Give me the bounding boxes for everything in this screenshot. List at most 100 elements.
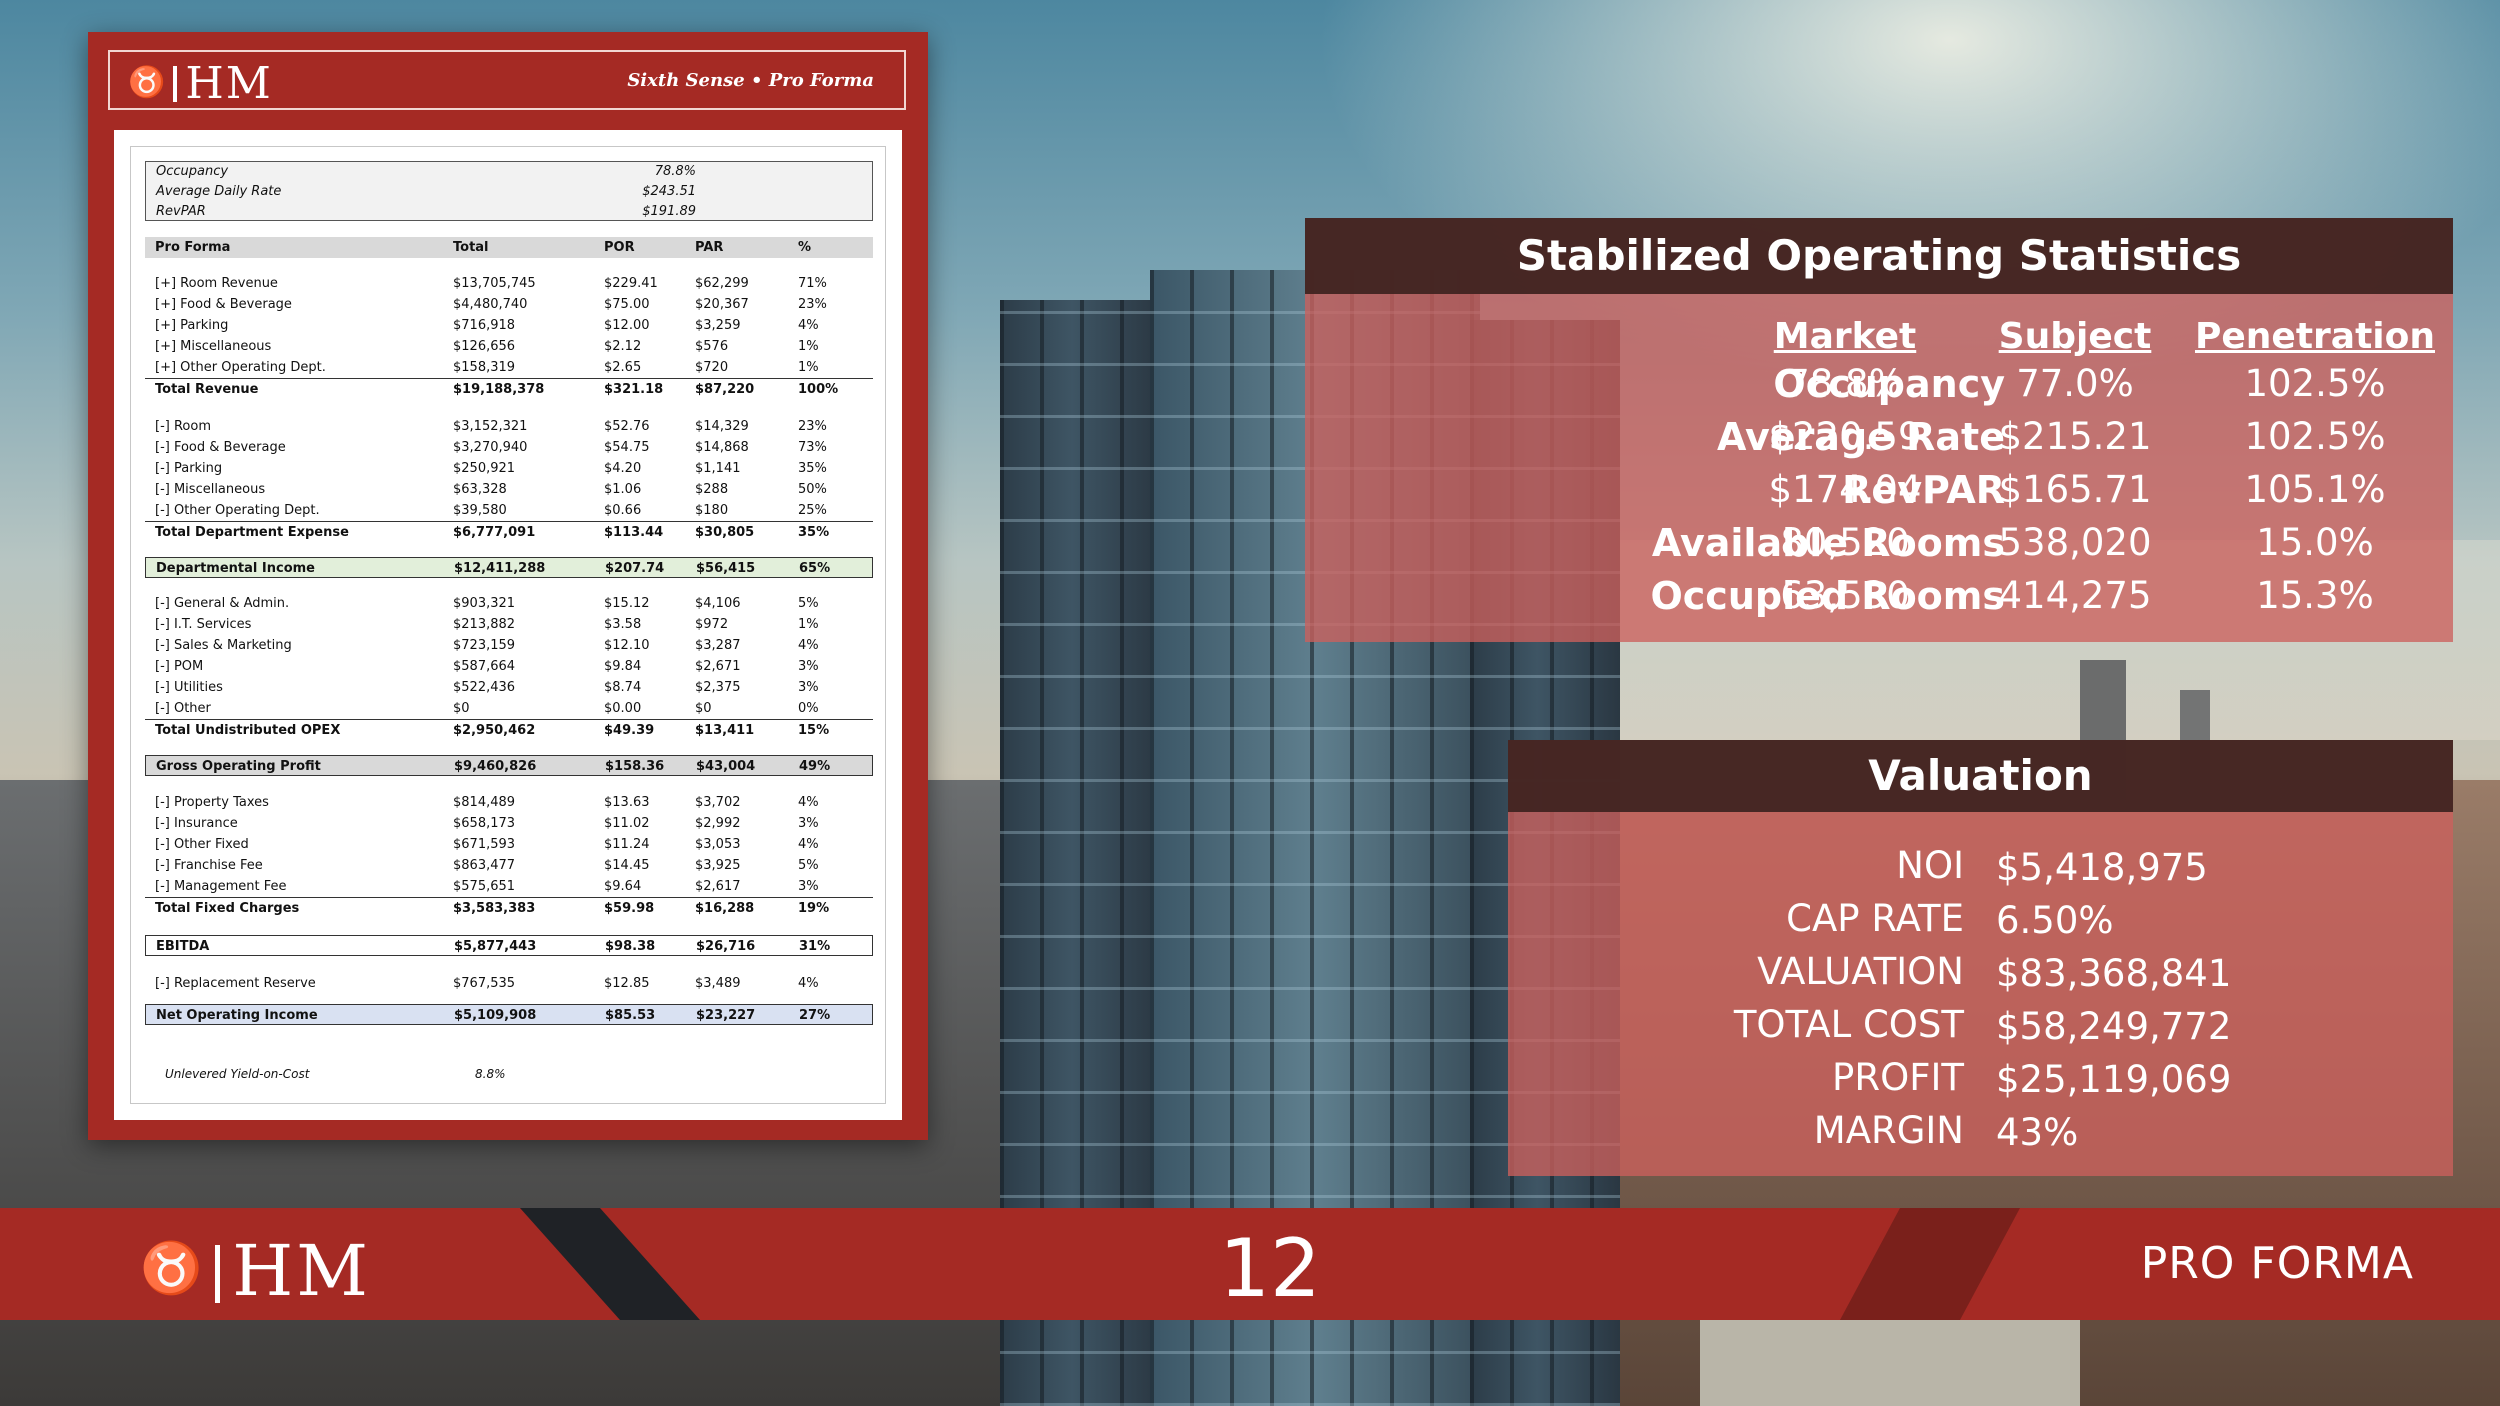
pro-forma-row: Total Department Expense $6,777,091 $113.4… bbox=[145, 521, 873, 543]
logo-divider bbox=[173, 66, 178, 102]
pro-forma-cell-label: Total Fixed Charges bbox=[155, 901, 300, 916]
pro-forma-cell-par: $30,805 bbox=[695, 525, 755, 540]
sheet-header: ♉ HM Sixth Sense • Pro Forma bbox=[108, 50, 906, 110]
stat-cell-subject: 77.0% bbox=[2016, 362, 2134, 405]
pro-forma-cell-par: $3,925 bbox=[695, 858, 741, 873]
pro-forma-cell-pct: 5% bbox=[798, 858, 819, 873]
column-header-market: Market bbox=[1773, 316, 1917, 357]
pro-forma-row: [-] Sales & Marketing $723,159 $12.10 $3,28… bbox=[145, 635, 873, 656]
pro-forma-cell-pct: 3% bbox=[798, 816, 819, 831]
pro-forma-cell-pct: 4% bbox=[798, 837, 819, 852]
stabilized-stats-title: Stabilized Operating Statistics bbox=[1305, 218, 2453, 294]
stat-row-label: RevPAR bbox=[1842, 468, 2005, 512]
pro-forma-cell-total: $39,580 bbox=[453, 503, 507, 518]
pro-forma-row: [-] Miscellaneous $63,328 $1.06 $288 50% bbox=[145, 479, 873, 500]
pro-forma-cell-par: $2,375 bbox=[695, 680, 741, 695]
pro-forma-cell-por: $12.85 bbox=[604, 976, 650, 991]
pro-forma-cell-par: $43,004 bbox=[696, 759, 756, 774]
pro-forma-cell-total: $126,656 bbox=[453, 339, 516, 354]
pro-forma-cell-par: $20,367 bbox=[695, 297, 749, 312]
pro-forma-cell-por: $0.00 bbox=[604, 701, 642, 716]
stat-cell-penetration: 15.3% bbox=[2256, 574, 2374, 617]
pro-forma-cell-por: $113.44 bbox=[604, 525, 664, 540]
pro-forma-row: [-] Insurance $658,173 $11.02 $2,992 3% bbox=[145, 813, 873, 834]
pro-forma-cell-por: $49.39 bbox=[604, 723, 655, 738]
valuation-label: NOI bbox=[1896, 844, 1964, 887]
pro-forma-row: EBITDA $5,877,443 $98.38 $26,716 31% bbox=[145, 935, 873, 956]
stat-cell-penetration: 15.0% bbox=[2256, 521, 2374, 564]
pro-forma-cell-total: $19,188,378 bbox=[453, 382, 545, 397]
pro-forma-row: [-] Other $0 $0.00 $0 0% bbox=[145, 698, 873, 719]
pro-forma-cell-total: $3,583,383 bbox=[453, 901, 536, 916]
pro-forma-cell-total: $522,436 bbox=[453, 680, 516, 695]
pro-forma-cell-pct: 5% bbox=[798, 596, 819, 611]
pro-forma-cell-pct: 4% bbox=[798, 638, 819, 653]
pro-forma-cell-label: [-] Other Operating Dept. bbox=[155, 503, 320, 518]
pro-forma-cell-par: $3,053 bbox=[695, 837, 741, 852]
pro-forma-cell-total: $575,651 bbox=[453, 879, 516, 894]
pro-forma-row: Departmental Income $12,411,288 $207.74 $56… bbox=[145, 557, 873, 578]
valuation-label: MARGIN bbox=[1813, 1109, 1964, 1152]
pro-forma-row: Total Revenue $19,188,378 $321.18 $87,220 10… bbox=[145, 378, 873, 400]
pro-forma-cell-pct: 50% bbox=[798, 482, 827, 497]
pro-forma-cell-pct: 100% bbox=[798, 382, 839, 397]
pro-forma-cell-pct: 3% bbox=[798, 659, 819, 674]
pro-forma-cell-label: Total Undistributed OPEX bbox=[155, 723, 341, 738]
pro-forma-cell-pct: 35% bbox=[798, 461, 827, 476]
pro-forma-cell-par: $62,299 bbox=[695, 276, 749, 291]
pro-forma-cell-pct: 27% bbox=[799, 1008, 831, 1023]
footer-brand-logo: ♉ HM bbox=[140, 1230, 371, 1312]
pro-forma-row: [-] Replacement Reserve $767,535 $12.85 $3,… bbox=[145, 973, 873, 994]
sheet-paper: Occupancy 78.8% Average Daily Rate $243.51… bbox=[114, 130, 902, 1120]
valuation-label: VALUATION bbox=[1757, 950, 1964, 993]
pro-forma-row: [-] Franchise Fee $863,477 $14.45 $3,925 5% bbox=[145, 855, 873, 876]
pro-forma-cell-por: $15.12 bbox=[604, 596, 650, 611]
pro-forma-cell-por: $229.41 bbox=[604, 276, 658, 291]
valuation-panel: Valuation NOI $5,418,975 CAP RATE 6.50% VALU… bbox=[1508, 740, 2453, 1176]
stat-cell-market: $220.59 bbox=[1768, 415, 1922, 458]
pro-forma-cell-por: $75.00 bbox=[604, 297, 650, 312]
page-number: 12 bbox=[1219, 1222, 1321, 1315]
valuation-value: $83,368,841 bbox=[1996, 952, 2232, 995]
summary-stats-box: Occupancy 78.8% Average Daily Rate $243.51… bbox=[145, 161, 873, 221]
pro-forma-cell-total: $723,159 bbox=[453, 638, 516, 653]
stat-row-label: Available Rooms bbox=[1651, 521, 2005, 565]
pro-forma-cell-pct: 4% bbox=[798, 318, 819, 333]
pro-forma-cell-total: $213,882 bbox=[453, 617, 516, 632]
pro-forma-cell-total: $3,270,940 bbox=[453, 440, 528, 455]
pro-forma-cell-label: [+] Miscellaneous bbox=[155, 339, 272, 354]
bull-icon: ♉ bbox=[128, 65, 168, 100]
chevron-shape bbox=[520, 1208, 700, 1320]
pro-forma-cell-por: $52.76 bbox=[604, 419, 650, 434]
stat-row-label: Occupied Rooms bbox=[1650, 574, 2005, 618]
pro-forma-cell-pct: 19% bbox=[798, 901, 830, 916]
pro-forma-cell-par: $972 bbox=[695, 617, 729, 632]
pro-forma-row: [-] Utilities $522,436 $8.74 $2,375 3% bbox=[145, 677, 873, 698]
pro-forma-cell-par: $14,329 bbox=[695, 419, 749, 434]
pro-forma-cell-par: $16,288 bbox=[695, 901, 755, 916]
pro-forma-cell-pct: 23% bbox=[798, 297, 827, 312]
stat-cell-subject: $165.71 bbox=[1998, 468, 2152, 511]
pro-forma-cell-pct: 35% bbox=[798, 525, 830, 540]
pro-forma-cell-por: $85.53 bbox=[605, 1008, 656, 1023]
pro-forma-cell-pct: 31% bbox=[799, 939, 831, 954]
pro-forma-cell-label: EBITDA bbox=[156, 939, 210, 954]
pro-forma-cell-label: [-] Management Fee bbox=[155, 879, 287, 894]
pro-forma-cell-total: $13,705,745 bbox=[453, 276, 536, 291]
pro-forma-row: [-] Room $3,152,321 $52.76 $14,329 23% bbox=[145, 416, 873, 437]
pro-forma-cell-par: $4,106 bbox=[695, 596, 741, 611]
valuation-label: CAP RATE bbox=[1786, 897, 1964, 940]
pro-forma-cell-label: [-] I.T. Services bbox=[155, 617, 252, 632]
pro-forma-cell-label: [-] Utilities bbox=[155, 680, 223, 695]
footer-band: ♉ HM 12 PRO FORMA bbox=[0, 1208, 2500, 1320]
sheet-table-frame: Occupancy 78.8% Average Daily Rate $243.51… bbox=[130, 146, 886, 1104]
column-header-penetration: Penetration bbox=[2194, 316, 2435, 357]
pro-forma-cell-pct: 3% bbox=[798, 680, 819, 695]
pro-forma-cell-par: $14,868 bbox=[695, 440, 749, 455]
pro-forma-header-row: Pro Forma Total POR PAR% bbox=[145, 237, 873, 258]
pro-forma-cell-por: $2.12 bbox=[604, 339, 642, 354]
pro-forma-row: [-] Management Fee $575,651 $9.64 $2,617 3% bbox=[145, 876, 873, 897]
pro-forma-cell-por: $14.45 bbox=[604, 858, 650, 873]
pro-forma-cell-par: $26,716 bbox=[696, 939, 756, 954]
pro-forma-cell-pct: 25% bbox=[798, 503, 827, 518]
